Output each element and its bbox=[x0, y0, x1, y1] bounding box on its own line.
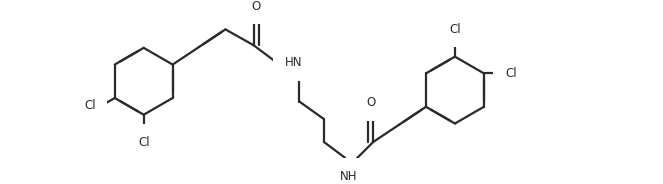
Text: O: O bbox=[251, 0, 261, 13]
Text: Cl: Cl bbox=[449, 23, 461, 36]
Text: Cl: Cl bbox=[84, 98, 95, 112]
Text: Cl: Cl bbox=[138, 136, 150, 149]
Text: O: O bbox=[366, 96, 375, 109]
Text: NH: NH bbox=[340, 170, 357, 183]
Text: HN: HN bbox=[285, 56, 303, 69]
Text: Cl: Cl bbox=[505, 67, 516, 80]
